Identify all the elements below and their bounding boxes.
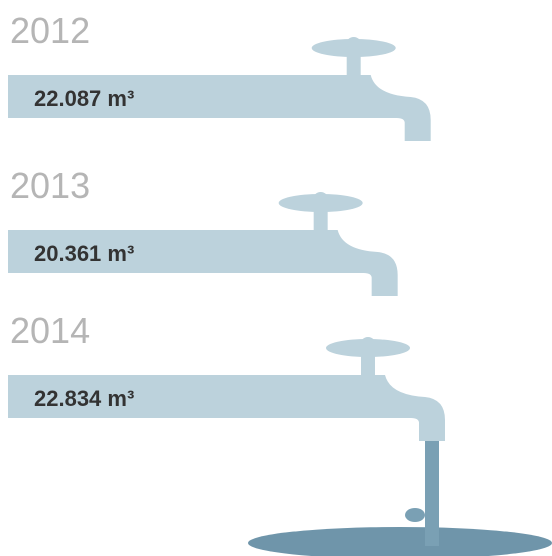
year-label: 2014 (10, 310, 90, 351)
faucet-stem (346, 53, 361, 77)
faucet-knob (312, 192, 329, 208)
water-stream (425, 441, 439, 546)
value-label: 22.834 m³ (34, 386, 134, 411)
bar (8, 375, 445, 441)
water-puddle (248, 527, 552, 556)
year-label: 2012 (10, 10, 90, 51)
faucet-stem (361, 353, 375, 377)
faucet-knob (345, 37, 362, 53)
value-label: 20.361 m³ (34, 241, 134, 266)
year-label: 2013 (10, 165, 90, 206)
faucet-stem (313, 208, 328, 232)
bar (8, 230, 398, 296)
water-drop (405, 508, 425, 522)
faucet-knob (360, 337, 376, 353)
value-label: 22.087 m³ (34, 86, 134, 111)
bar (8, 75, 431, 141)
